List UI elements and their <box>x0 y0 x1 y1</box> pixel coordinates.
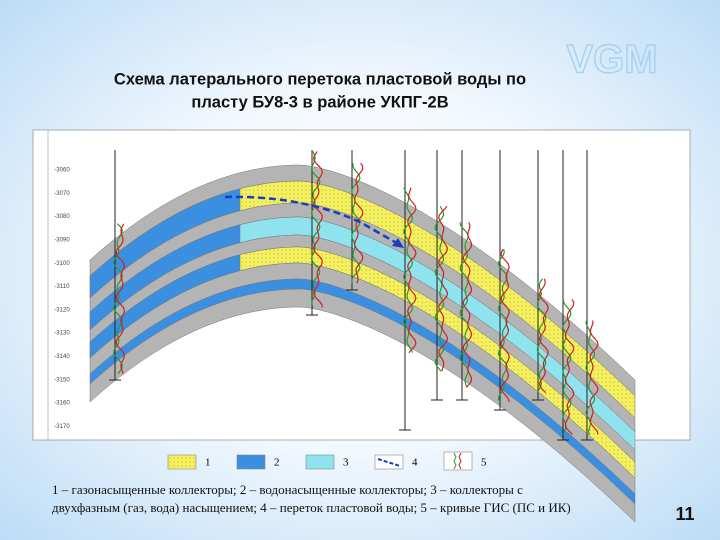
legend-label: 4 <box>412 457 418 469</box>
gis-curve <box>589 320 599 435</box>
title-line: Схема латерального перетока пластовой во… <box>114 70 526 88</box>
depth-label: -3070 <box>54 191 70 197</box>
gis-curve <box>459 222 469 388</box>
legend-arrow <box>377 458 401 467</box>
gis-curve <box>313 151 323 308</box>
legend-swatch <box>167 454 197 470</box>
page-number: 11 <box>675 504 694 524</box>
gis-curve <box>115 223 126 374</box>
legend-label: 5 <box>481 457 487 469</box>
legend-swatch <box>236 454 266 470</box>
legend-label: 1 <box>205 457 211 469</box>
legend-swatch <box>374 454 404 470</box>
gis-curve <box>500 248 510 403</box>
gis-curve <box>310 151 321 308</box>
flow-arrow <box>224 195 401 247</box>
gis-curve <box>407 187 417 354</box>
depth-label: -3110 <box>55 284 71 290</box>
depth-label: -3140 <box>54 354 70 360</box>
gis-curve <box>538 278 549 394</box>
layers <box>89 164 636 523</box>
depth-label: -3130 <box>54 331 70 337</box>
legend: 1 2 3 4 5 <box>167 451 487 471</box>
gis-curve <box>462 222 473 388</box>
depth-label: -3090 <box>54 237 70 243</box>
wells <box>109 150 599 441</box>
logo: VGM <box>566 38 657 82</box>
depth-label: -3170 <box>54 424 70 430</box>
depth-label: -3150 <box>54 377 70 383</box>
legend-curve <box>458 452 462 470</box>
legend-curve <box>453 452 457 470</box>
gis-curve <box>434 205 445 372</box>
gis-curve <box>564 299 575 435</box>
depth-label: -3120 <box>54 307 70 313</box>
depth-labels: -3060 -3070 -3080 -3090 -3100 -3110 -3120 -3130… <box>54 168 70 430</box>
legend-swatch <box>305 454 335 470</box>
depth-label: -3080 <box>54 214 70 220</box>
depth-label: -3160 <box>54 401 70 407</box>
arrow-head <box>392 238 404 248</box>
layer <box>89 288 636 523</box>
title-line: пласту БУ8-3 в районе УКПГ-2В <box>191 93 448 111</box>
legend-swatch <box>443 451 473 471</box>
legend-label: 2 <box>274 457 280 469</box>
caption-line: двухфазным (газ, вода) насыщением; 4 – п… <box>52 500 571 515</box>
caption-line: 1 – газонасыщенные коллекторы; 2 – водон… <box>52 482 523 497</box>
gis-curve <box>353 162 364 284</box>
depth-label: -3060 <box>54 168 70 174</box>
legend-label: 3 <box>343 457 349 469</box>
gis-curve <box>562 299 572 435</box>
depth-label: -3100 <box>54 261 70 267</box>
gis-curve <box>438 205 449 372</box>
